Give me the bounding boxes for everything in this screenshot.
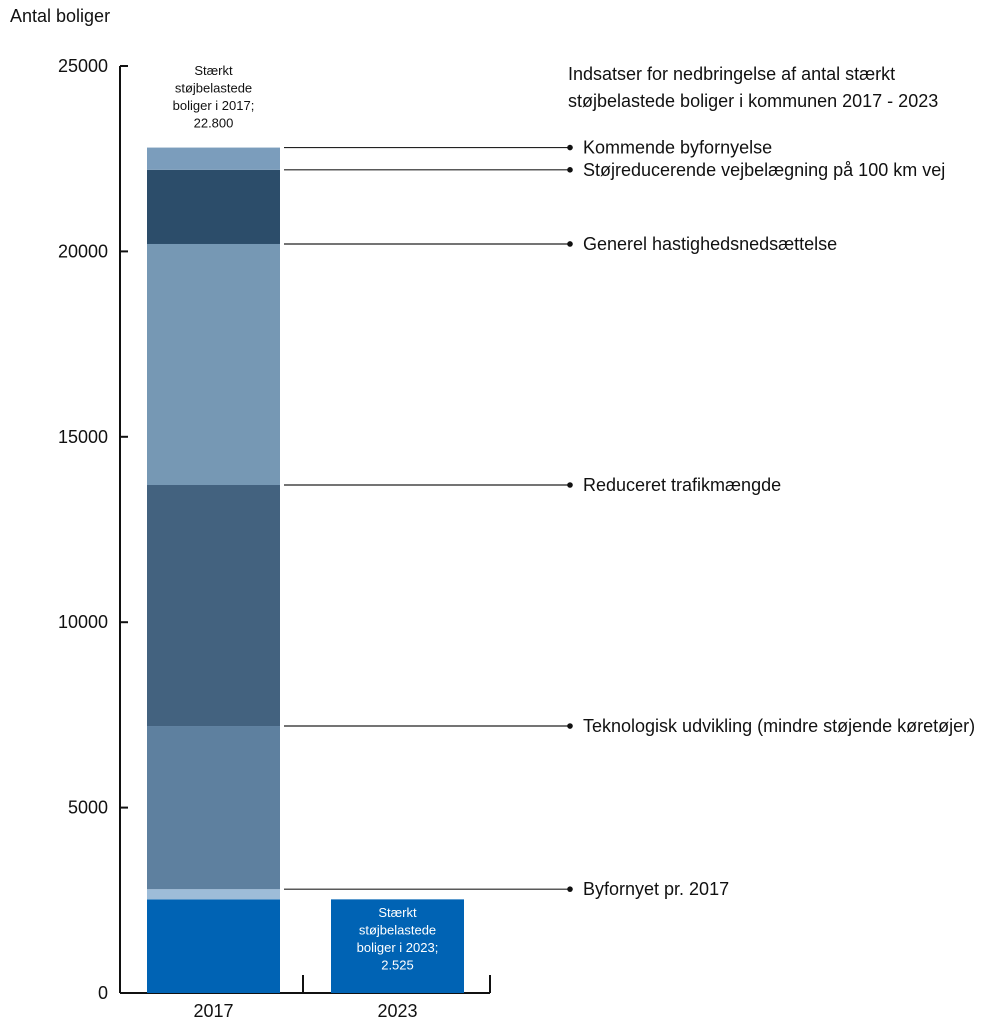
- annotation-label: Støjreducerende vejbelægning på 100 km v…: [583, 160, 945, 180]
- x-tick-label: 2017: [193, 1001, 233, 1021]
- bars: [147, 147, 464, 993]
- bar-2017-segment: [147, 485, 280, 727]
- axes: Antal boliger 0 5000 10000 15000 20000 25000 20…: [10, 6, 491, 1021]
- x-tick-label: 2023: [377, 1001, 417, 1021]
- bar-2017-label-line: 22.800: [194, 116, 234, 131]
- bar-2017-segment: [147, 899, 280, 993]
- annotation-dot: [567, 241, 573, 247]
- annotation-label: Generel hastighedsnedsættelse: [583, 234, 837, 254]
- bar-2023-label-line: boliger i 2023;: [357, 940, 439, 955]
- annotation-dot: [567, 144, 573, 151]
- annotation-label: Reduceret trafikmængde: [583, 475, 781, 495]
- annotation-dot: [567, 723, 573, 729]
- y-tick-label: 10000: [58, 612, 108, 632]
- bar-2017-segment: [147, 243, 280, 486]
- bar-2017-label-line: Stærkt: [194, 63, 233, 78]
- y-axis-label: Antal boliger: [10, 6, 110, 26]
- annotation-label: Byfornyet pr. 2017: [583, 879, 729, 899]
- bar-2017-segment: [147, 169, 280, 244]
- annotation-dot: [567, 482, 573, 488]
- bar-2017-segment: [147, 147, 280, 170]
- bar-2023-label-line: 2.525: [381, 958, 414, 973]
- labels: Indsatser for nedbringelse af antal stær…: [173, 63, 939, 973]
- bar-2017-segment: [147, 889, 280, 900]
- bar-2023-label-line: støjbelastede: [359, 923, 436, 938]
- chart-title-line: Indsatser for nedbringelse af antal stær…: [568, 64, 895, 84]
- bar-2023: [331, 899, 464, 993]
- chart-title-line: støjbelastede boliger i kommunen 2017 - …: [568, 91, 938, 111]
- bar-2017-label-line: boliger i 2017;: [173, 98, 255, 113]
- y-tick-label: 5000: [68, 798, 108, 818]
- annotation-dot: [567, 886, 573, 892]
- bar-2017-segment: [147, 726, 280, 890]
- annotation-label: Kommende byfornyelse: [583, 138, 772, 158]
- y-tick-label: 15000: [58, 427, 108, 447]
- bar-2023-label-line: Stærkt: [378, 905, 417, 920]
- annotation-label: Teknologisk udvikling (mindre støjende k…: [583, 716, 975, 736]
- bar-2017-label-line: støjbelastede: [175, 81, 252, 96]
- y-tick-label: 20000: [58, 241, 108, 261]
- y-tick-label: 0: [98, 983, 108, 1003]
- annotation-dot: [567, 167, 573, 173]
- y-tick-label: 25000: [58, 56, 108, 76]
